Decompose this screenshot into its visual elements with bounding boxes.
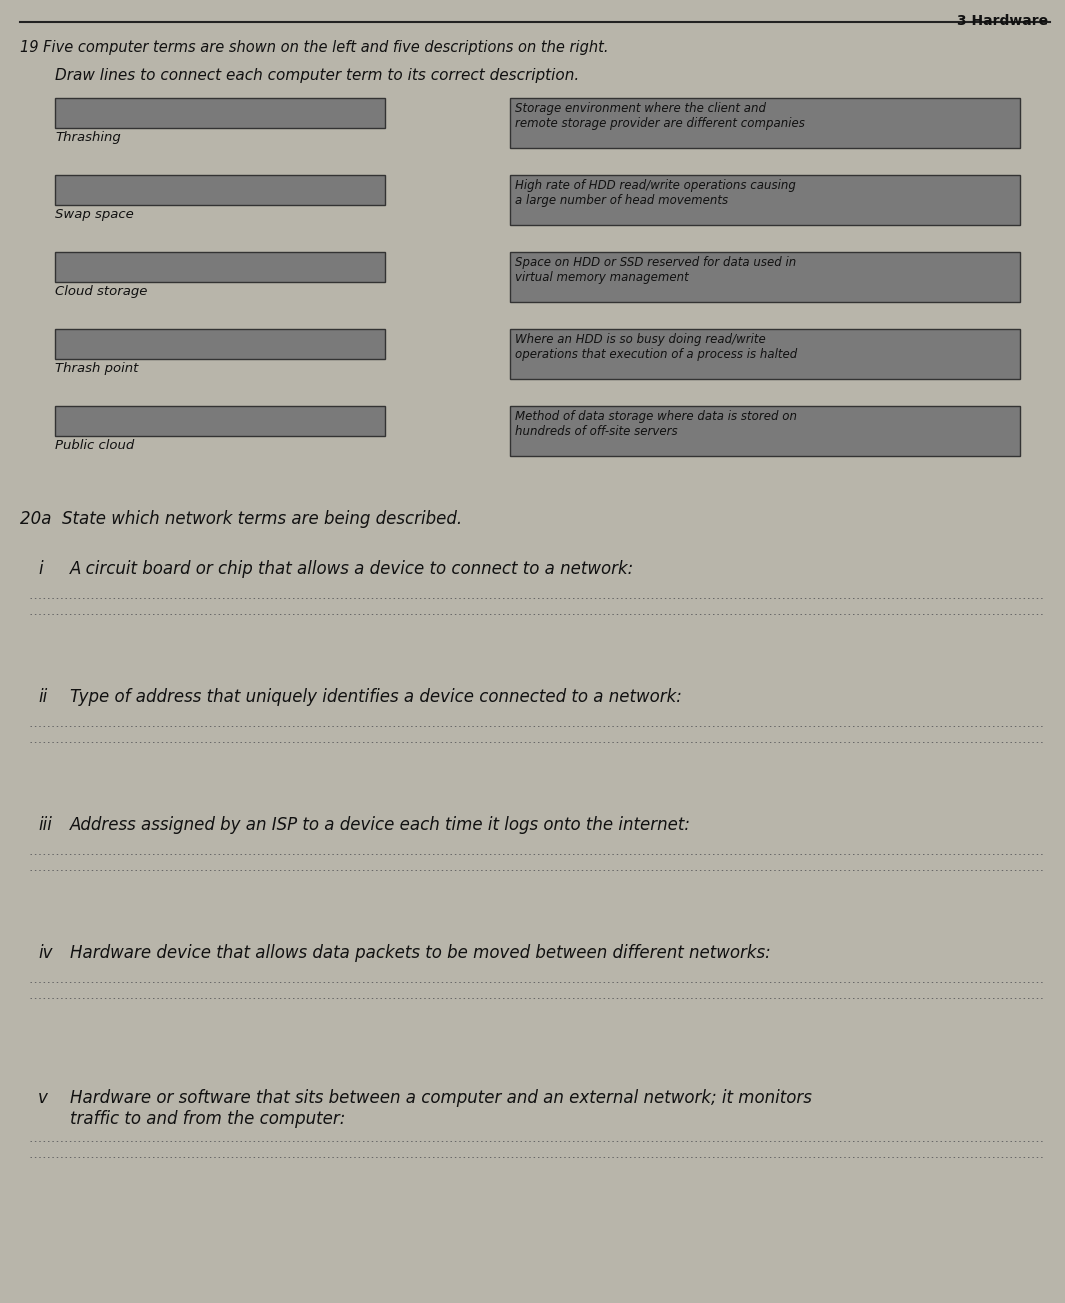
Text: 3 Hardware: 3 Hardware <box>956 14 1048 27</box>
Text: Public cloud: Public cloud <box>55 439 134 452</box>
Text: ii: ii <box>38 688 47 706</box>
Text: Swap space: Swap space <box>55 208 134 222</box>
Text: Method of data storage where data is stored on
hundreds of off-site servers: Method of data storage where data is sto… <box>515 410 797 438</box>
Text: Draw lines to connect each computer term to its correct description.: Draw lines to connect each computer term… <box>55 68 579 83</box>
Text: iv: iv <box>38 943 52 962</box>
Bar <box>55 407 386 437</box>
Text: Where an HDD is so busy doing read/write
operations that execution of a process : Where an HDD is so busy doing read/write… <box>515 334 798 361</box>
Text: Type of address that uniquely identifies a device connected to a network:: Type of address that uniquely identifies… <box>70 688 682 706</box>
Text: High rate of HDD read/write operations causing
a large number of head movements: High rate of HDD read/write operations c… <box>515 179 796 207</box>
Text: Thrashing: Thrashing <box>55 132 120 145</box>
Bar <box>510 98 1020 149</box>
Text: i: i <box>38 560 43 579</box>
Bar <box>510 407 1020 456</box>
Bar <box>55 251 386 281</box>
Bar <box>510 175 1020 225</box>
Text: Storage environment where the client and
remote storage provider are different c: Storage environment where the client and… <box>515 102 805 130</box>
Text: iii: iii <box>38 816 52 834</box>
Bar <box>510 328 1020 379</box>
Text: A circuit board or chip that allows a device to connect to a network:: A circuit board or chip that allows a de… <box>70 560 635 579</box>
Bar <box>55 98 386 128</box>
Bar <box>55 328 386 360</box>
Text: Thrash point: Thrash point <box>55 362 138 375</box>
Text: Space on HDD or SSD reserved for data used in
virtual memory management: Space on HDD or SSD reserved for data us… <box>515 255 797 284</box>
Text: 20a  State which network terms are being described.: 20a State which network terms are being … <box>20 509 462 528</box>
Bar <box>55 175 386 205</box>
Text: Address assigned by an ISP to a device each time it logs onto the internet:: Address assigned by an ISP to a device e… <box>70 816 691 834</box>
Text: Hardware or software that sits between a computer and an external network; it mo: Hardware or software that sits between a… <box>70 1089 812 1128</box>
Text: 19 Five computer terms are shown on the left and five descriptions on the right.: 19 Five computer terms are shown on the … <box>20 40 608 55</box>
Text: Cloud storage: Cloud storage <box>55 285 147 298</box>
Bar <box>510 251 1020 302</box>
Text: v: v <box>38 1089 48 1108</box>
Text: Hardware device that allows data packets to be moved between different networks:: Hardware device that allows data packets… <box>70 943 771 962</box>
